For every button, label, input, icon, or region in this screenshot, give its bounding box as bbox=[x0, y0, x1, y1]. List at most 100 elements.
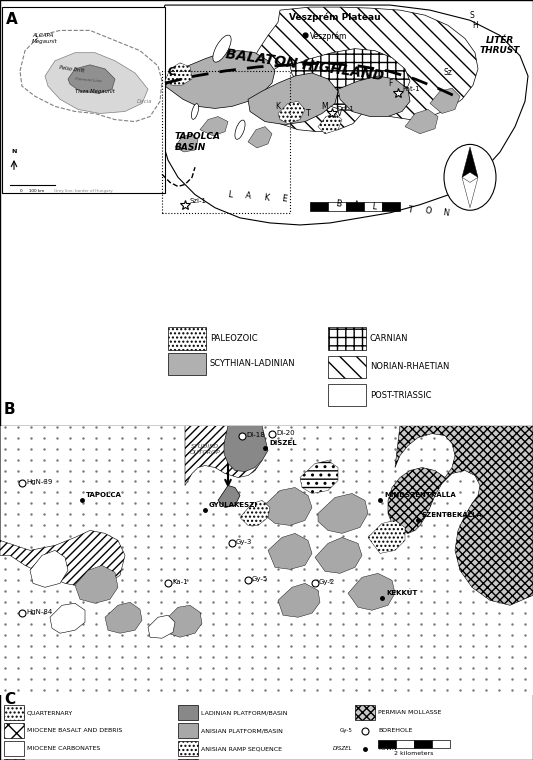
Ellipse shape bbox=[191, 103, 199, 119]
Text: POST-TRIASSIC: POST-TRIASSIC bbox=[370, 391, 432, 400]
Polygon shape bbox=[405, 109, 438, 134]
Text: LITÉR
THRUST: LITÉR THRUST bbox=[480, 36, 520, 55]
Polygon shape bbox=[278, 101, 305, 124]
Text: BALATON HIGHLAND: BALATON HIGHLAND bbox=[225, 47, 385, 83]
Text: O: O bbox=[424, 207, 432, 217]
Polygon shape bbox=[248, 7, 478, 131]
Text: Drt-1: Drt-1 bbox=[336, 106, 354, 112]
Polygon shape bbox=[185, 426, 262, 486]
Bar bbox=[364, 201, 382, 211]
Text: Tisza Megaunit: Tisza Megaunit bbox=[75, 89, 115, 94]
Bar bbox=[178, 723, 198, 738]
Bar bbox=[168, 328, 206, 350]
Text: MIOCENE BASALT AND DEBRIS: MIOCENE BASALT AND DEBRIS bbox=[27, 728, 122, 733]
Text: C: C bbox=[4, 692, 15, 707]
Text: Szi-1: Szi-1 bbox=[189, 198, 206, 204]
Bar bbox=[162, 71, 290, 213]
Text: A: A bbox=[389, 204, 395, 214]
Polygon shape bbox=[462, 177, 478, 207]
Text: KEKKÚT: KEKKÚT bbox=[386, 590, 417, 597]
Text: Veszprém: Veszprém bbox=[310, 32, 348, 41]
Ellipse shape bbox=[213, 35, 231, 62]
Text: QUARTERNARY: QUARTERNARY bbox=[27, 710, 73, 715]
Polygon shape bbox=[338, 76, 410, 116]
Text: K: K bbox=[276, 102, 280, 111]
Bar bbox=[355, 705, 375, 720]
Bar bbox=[328, 328, 366, 350]
Text: GYULAKESZI: GYULAKESZI bbox=[209, 502, 258, 508]
Text: Gy-3: Gy-3 bbox=[236, 540, 252, 546]
Bar bbox=[178, 705, 198, 720]
Text: S: S bbox=[470, 11, 474, 20]
Text: HgN-84: HgN-84 bbox=[26, 610, 52, 616]
Text: ANISIAN RAMP SEQUENCE: ANISIAN RAMP SEQUENCE bbox=[201, 746, 282, 751]
Text: Veszprém Plateau: Veszprém Plateau bbox=[289, 13, 381, 22]
Polygon shape bbox=[158, 5, 528, 225]
Bar bbox=[178, 759, 198, 760]
Text: T: T bbox=[306, 109, 310, 118]
Polygon shape bbox=[290, 49, 410, 112]
Text: PERMIAN MOLLASSE: PERMIAN MOLLASSE bbox=[378, 710, 441, 715]
Polygon shape bbox=[20, 30, 162, 122]
Text: TOWN: TOWN bbox=[378, 746, 398, 751]
Text: Gy-5: Gy-5 bbox=[340, 728, 353, 733]
Bar bbox=[4, 741, 24, 756]
Text: N: N bbox=[442, 208, 450, 218]
Text: ANISIAN PLATFORM/BASIN: ANISIAN PLATFORM/BASIN bbox=[201, 728, 283, 733]
Polygon shape bbox=[348, 573, 395, 610]
Text: HgN-39: HgN-39 bbox=[26, 480, 52, 486]
Bar bbox=[4, 705, 24, 720]
Polygon shape bbox=[262, 487, 312, 525]
Text: Pat-1: Pat-1 bbox=[402, 86, 420, 92]
Text: Gy-5: Gy-5 bbox=[252, 576, 268, 582]
Text: TAPOLCA: TAPOLCA bbox=[86, 492, 122, 499]
Polygon shape bbox=[200, 116, 228, 136]
Bar bbox=[378, 740, 396, 748]
Text: Piemont Line: Piemont Line bbox=[75, 77, 101, 83]
Bar bbox=[310, 201, 328, 211]
Polygon shape bbox=[175, 134, 198, 152]
Polygon shape bbox=[315, 537, 362, 573]
Polygon shape bbox=[45, 52, 148, 113]
Text: F: F bbox=[388, 78, 392, 87]
Bar bbox=[414, 740, 432, 748]
Text: H: H bbox=[472, 21, 478, 30]
Text: Sz: Sz bbox=[443, 68, 453, 78]
Bar bbox=[346, 201, 364, 211]
Polygon shape bbox=[430, 88, 460, 113]
Text: B: B bbox=[335, 199, 342, 209]
Text: A: A bbox=[352, 201, 359, 211]
Text: V: V bbox=[337, 109, 343, 118]
Polygon shape bbox=[300, 461, 338, 493]
Text: LADINIAN PLATFORM/BASIN: LADINIAN PLATFORM/BASIN bbox=[201, 710, 287, 715]
Bar bbox=[178, 741, 198, 756]
Text: Pelso Drift: Pelso Drift bbox=[59, 65, 85, 74]
Bar bbox=[168, 353, 206, 375]
Bar bbox=[0, 426, 533, 695]
Text: A: A bbox=[6, 12, 18, 27]
Ellipse shape bbox=[235, 120, 245, 139]
Text: MIOCENE CARBONATES: MIOCENE CARBONATES bbox=[27, 746, 100, 751]
Text: Grey line: border of Hungary: Grey line: border of Hungary bbox=[53, 189, 112, 194]
Text: 0     100 km: 0 100 km bbox=[20, 189, 44, 194]
Bar bbox=[4, 723, 24, 738]
Text: L: L bbox=[371, 202, 377, 212]
Polygon shape bbox=[318, 113, 342, 134]
Polygon shape bbox=[165, 605, 202, 637]
Polygon shape bbox=[105, 602, 142, 633]
Text: E: E bbox=[281, 195, 287, 204]
Text: BOREHOLE: BOREHOLE bbox=[378, 728, 413, 733]
Text: A: A bbox=[245, 192, 252, 201]
Polygon shape bbox=[278, 584, 320, 617]
Polygon shape bbox=[248, 127, 272, 148]
Polygon shape bbox=[240, 501, 270, 525]
Text: CARNIAN: CARNIAN bbox=[370, 334, 408, 343]
Polygon shape bbox=[368, 521, 405, 553]
Polygon shape bbox=[165, 63, 192, 85]
Text: SCYTHIAN-LADINIAN: SCYTHIAN-LADINIAN bbox=[210, 359, 296, 369]
Polygon shape bbox=[75, 565, 118, 603]
Text: STUDIED
OUTCROP: STUDIED OUTCROP bbox=[190, 444, 220, 454]
Bar bbox=[2, 7, 165, 192]
Text: DISZEL: DISZEL bbox=[269, 439, 297, 445]
Polygon shape bbox=[50, 603, 85, 633]
